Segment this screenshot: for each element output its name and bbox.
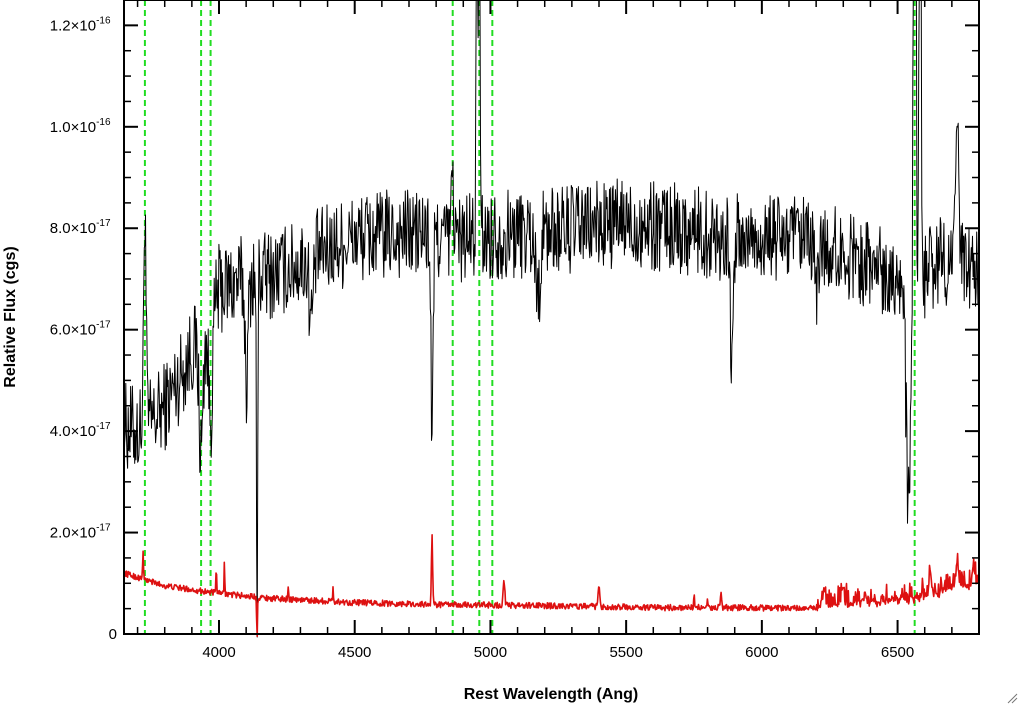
x-tick-label: 5500 <box>609 644 642 661</box>
x-tick-label: 6000 <box>745 644 778 661</box>
x-axis-title: Rest Wavelength (Ang) <box>464 686 639 703</box>
spectrum-line-1 <box>123 533 980 638</box>
y-tick-label: 8.0×10-17 <box>50 218 111 237</box>
y-tick-label: 4.0×10-17 <box>50 421 111 440</box>
y-tick-label: 2.0×10-17 <box>50 523 111 542</box>
spectrum-series <box>123 0 980 638</box>
x-tick-label: 4500 <box>338 644 371 661</box>
resize-grip-icon[interactable] <box>1006 692 1018 704</box>
x-tick-label: 4000 <box>202 644 235 661</box>
y-axis-title: Relative Flux (cgs) <box>2 246 19 387</box>
y-tick-label: 0 <box>109 626 117 643</box>
x-tick-label: 6500 <box>881 644 914 661</box>
y-tick-label: 1.2×10-16 <box>50 15 111 34</box>
spectrum-line-0 <box>123 0 979 638</box>
y-tick-label: 6.0×10-17 <box>50 320 111 339</box>
y-tick-label: 1.0×10-16 <box>50 117 111 136</box>
plot-frame <box>123 0 980 635</box>
emission-line-markers <box>143 0 916 634</box>
x-tick-label: 5000 <box>474 644 507 661</box>
x-axis-ticks: 4000 4500 5000 5500 6000 6500 <box>136 0 980 661</box>
y-axis-ticks: 0 2.0×10-17 4.0×10-17 6.0×10-17 8.0×10-17 1.0… <box>50 15 979 643</box>
